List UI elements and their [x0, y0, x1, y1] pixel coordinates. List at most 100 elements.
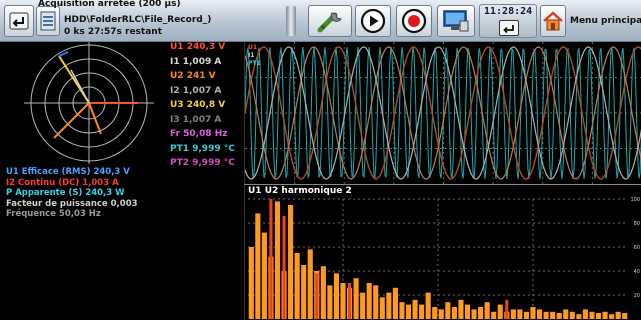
harmonic-bar	[582, 309, 588, 319]
acquisition-status-text: Acquisition arrêtée (200 µs)	[38, 0, 181, 9]
y-tick-label: 80	[634, 221, 640, 227]
record-icon	[401, 8, 427, 34]
display-button[interactable]	[437, 5, 475, 37]
harmonic-bar	[517, 309, 523, 319]
waveform-plot	[244, 42, 641, 184]
harmonic-bar	[563, 309, 569, 319]
harmonic-bar	[340, 283, 346, 319]
harmonic-bar	[569, 311, 575, 319]
readout-value: U1 240,3 V	[170, 42, 226, 52]
phasor-i2	[88, 102, 102, 135]
clock-return-button[interactable]	[499, 20, 519, 36]
phasor-diagram	[24, 42, 154, 164]
harmonic-bar	[379, 297, 385, 319]
harmonic-bar	[615, 311, 621, 319]
harmonic-bar	[609, 314, 615, 319]
harmonic-bar	[523, 311, 529, 319]
summary-line: P Apparente (S) 240,3 W	[6, 188, 125, 198]
harmonic-bar	[510, 309, 516, 319]
harmonic-bar	[602, 311, 608, 319]
readout-value: I1 1,009 A	[170, 56, 222, 67]
waveform-legend-item: I1	[248, 52, 255, 59]
harmonic-bar	[576, 314, 582, 319]
y-tick-label: 100	[630, 197, 640, 203]
waveform-legend-item: U1	[248, 44, 258, 51]
home-icon	[543, 11, 563, 31]
readout-value: I2 1,007 A	[170, 85, 222, 96]
harmonic-bar	[505, 299, 509, 319]
harmonic-bar	[399, 302, 405, 319]
main-menu-label[interactable]: Menu principa	[570, 16, 641, 26]
file-status-button[interactable]	[36, 6, 60, 36]
summary-line: I2 Continu (DC) 1,003 A	[6, 177, 119, 188]
harmonic-bar	[392, 287, 398, 319]
harmonic-bar	[294, 253, 300, 319]
harmonic-bar	[412, 299, 418, 319]
harmonic-bar	[595, 313, 602, 319]
document-icon	[40, 11, 56, 31]
harmonic-bar	[432, 307, 438, 319]
readout-value: PT1 9,999 °C	[170, 143, 235, 154]
back-button[interactable]	[4, 5, 34, 37]
settings-button[interactable]	[308, 5, 352, 37]
harmonic-bar	[386, 292, 392, 319]
harmonics-title: U1 U2 harmonique 2	[248, 186, 352, 196]
harmonic-bar	[269, 199, 273, 319]
readout-value: U2 241 V	[170, 71, 216, 81]
harmonic-bar	[274, 201, 281, 319]
harmonic-bar	[484, 302, 490, 319]
summary-line: Fréquence 50,03 Hz	[6, 209, 101, 219]
y-tick-label: 40	[634, 269, 640, 275]
harmonic-bar	[255, 213, 261, 319]
harmonic-bar	[497, 304, 503, 319]
harmonic-bar	[320, 266, 326, 319]
home-button[interactable]	[540, 5, 566, 37]
harmonic-bar	[491, 311, 497, 319]
harmonic-bar	[425, 292, 431, 319]
waveform-panel: U1 I1 PT1	[244, 42, 641, 184]
harmonic-bar	[550, 311, 556, 319]
harmonic-bar	[438, 309, 444, 319]
record-button[interactable]	[396, 5, 432, 37]
y-tick-label: 20	[634, 293, 640, 299]
readout-value: U3 240,8 V	[170, 100, 226, 110]
readout-value: Fr 50,08 Hz	[170, 129, 228, 139]
waveform-trace-i1	[244, 46, 641, 180]
harmonics-chart: 100 80 60 40 20	[248, 197, 640, 319]
harmonic-bar	[478, 307, 484, 319]
measurement-panel: U1 240,3 V I1 1,009 A U2 241 V I2 1,007 A U3…	[0, 42, 244, 320]
wrench-icon	[317, 12, 342, 33]
summary-line: Facteur de puissance 0,003	[6, 198, 138, 209]
time-remaining-text: 0 ks 27:57s restant	[64, 27, 162, 37]
monitor-icon	[443, 10, 469, 32]
harmonic-bar	[451, 307, 457, 319]
harmonic-bar	[405, 304, 412, 319]
return-arrow-icon	[503, 25, 514, 34]
summary-line: U1 Efficace (RMS) 240,3 V	[6, 167, 130, 177]
toolbar-divider	[286, 6, 296, 36]
harmonic-bar	[419, 304, 425, 319]
harmonics-panel: 100 80 60 40 20 U1 U2 harmonique 2	[244, 184, 641, 320]
harmonic-bar	[622, 313, 628, 319]
harmonic-bar	[301, 265, 307, 319]
harmonic-bar	[373, 285, 379, 319]
harmonic-bar	[348, 283, 352, 319]
harmonic-bar	[445, 302, 451, 319]
harmonic-bar	[333, 273, 339, 319]
phasor-u3	[53, 102, 90, 139]
harmonic-bar	[471, 309, 477, 319]
harmonics-grid	[248, 198, 628, 319]
play-button[interactable]	[355, 5, 391, 37]
play-icon	[360, 8, 386, 34]
clock: 11:28:24	[479, 4, 537, 38]
phasor-u1-tip	[58, 51, 69, 57]
y-tick-label: 60	[634, 245, 640, 251]
harmonic-bar	[530, 307, 536, 319]
file-path-text: HDD\FolderRLC\File_Record_)	[64, 15, 212, 25]
clock-time: 11:28:24	[484, 6, 533, 17]
harmonic-bar	[556, 313, 562, 319]
waveform-trace-u2	[244, 46, 641, 180]
phasor-i1	[70, 69, 90, 104]
harmonic-bar	[360, 292, 366, 319]
toolbar: Acquisition arrêtée (200 µs) HDD\FolderR…	[0, 0, 641, 42]
